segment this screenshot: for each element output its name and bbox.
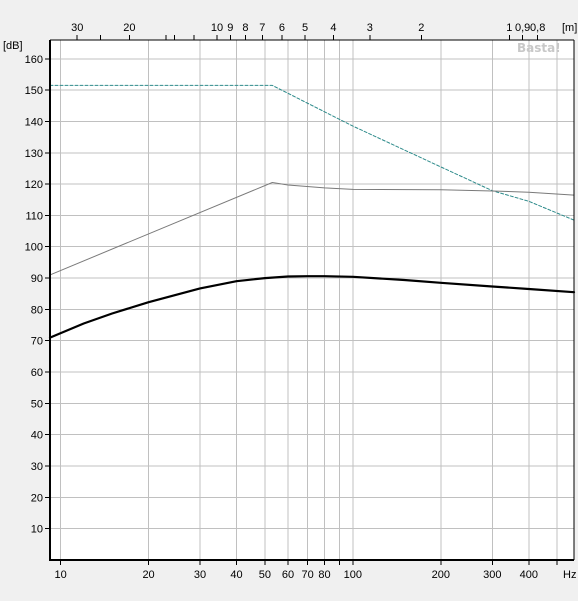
thick-series-line	[48, 275, 576, 339]
wavelength-tick-label: 30	[71, 22, 83, 34]
y-tick-label: 50	[31, 398, 43, 410]
wavelength-tick-labels: 30 20 10 9 8 7 6 5 4 3 2 1 0,9 0,8	[71, 22, 545, 40]
y-tick-label: 160	[25, 54, 43, 66]
y-tick-label: 20	[31, 492, 43, 504]
wavelength-tick-label: 7	[259, 22, 265, 34]
wavelength-tick-label: 4	[330, 22, 336, 34]
x-tick-label: 70	[301, 569, 313, 581]
y-tick-labels: 10 20 30 40 50 60 70 80 90 100 110 120 130 140 150 160	[25, 54, 50, 536]
y-tick-label: 110	[25, 210, 43, 222]
x-tick-label: 50	[259, 569, 271, 581]
wavelength-tick-label: 6	[279, 22, 285, 34]
wavelength-tick-label: 2	[418, 22, 424, 34]
y-tick-label: 130	[25, 148, 43, 160]
wavelength-tick-label: 3	[367, 22, 373, 34]
y-tick-label: 40	[31, 430, 43, 442]
x-tick-label: 60	[282, 569, 294, 581]
y-tick-label: 140	[25, 116, 43, 128]
x-tick-label: 10	[54, 569, 66, 581]
y-tick-label: 90	[31, 273, 43, 285]
x-tick-label: 20	[142, 569, 154, 581]
x-tick-label: 80	[318, 569, 330, 581]
x-tick-label: 200	[432, 569, 450, 581]
wavelength-tick-label: 0,9	[515, 22, 530, 34]
x-tick-label: 30	[194, 569, 206, 581]
dashed-series-line	[49, 84, 575, 221]
wavelength-tick-label: 8	[242, 22, 248, 34]
watermark: Basta!	[517, 41, 561, 55]
wavelength-tick-label: 9	[227, 22, 233, 34]
wavelength-tick-label: 5	[302, 22, 308, 34]
series-lines	[48, 84, 576, 339]
y-tick-label: 60	[31, 367, 43, 379]
x-tick-label: 100	[344, 569, 362, 581]
wavelength-unit-label: [m]	[562, 22, 577, 34]
y-tick-label: 10	[31, 524, 43, 536]
y-tick-label: 70	[31, 336, 43, 348]
y-tick-label: 80	[31, 304, 43, 316]
plot-area	[50, 40, 574, 560]
y-tick-label: 100	[25, 242, 43, 254]
thin-series-line	[49, 182, 575, 276]
wavelength-tick-label: 0,8	[530, 22, 545, 34]
wavelength-tick-label: 10	[211, 22, 223, 34]
x-tick-label: 300	[483, 569, 501, 581]
wavelength-tick-label: 20	[123, 22, 135, 34]
x-tick-label: 400	[520, 569, 538, 581]
x-unit-label: Hz	[563, 569, 576, 581]
y-tick-label: 30	[31, 461, 43, 473]
grid-lines	[50, 40, 574, 560]
y-tick-label: 150	[25, 85, 43, 97]
y-tick-label: 120	[25, 179, 43, 191]
x-tick-label: 40	[230, 569, 242, 581]
wavelength-tick-label: 1	[506, 22, 512, 34]
x-tick-labels: 10 20 30 40 50 60 70 80 100 200 300 400	[54, 560, 558, 581]
plot-frame	[49, 39, 575, 561]
y-unit-label: [dB]	[3, 40, 23, 52]
